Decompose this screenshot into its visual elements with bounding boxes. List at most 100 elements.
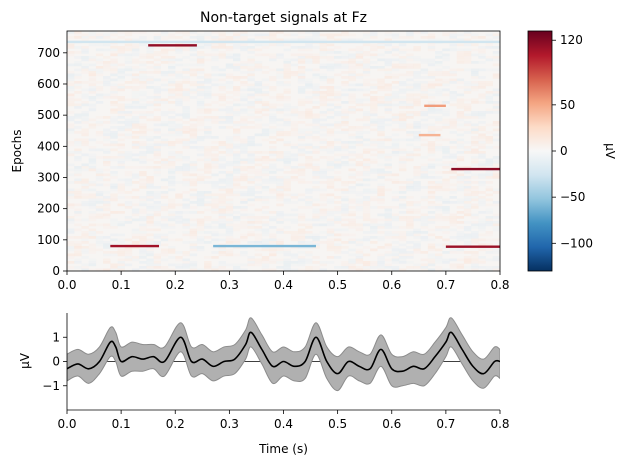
heatmap-cell bbox=[341, 118, 349, 122]
heatmap-cell bbox=[146, 101, 154, 104]
heatmap-cell bbox=[225, 173, 234, 177]
heatmap-cell bbox=[355, 256, 364, 259]
heatmap-cell bbox=[117, 128, 125, 132]
heatmap-cell bbox=[348, 146, 356, 149]
heatmap-cell bbox=[341, 146, 349, 149]
heatmap-cell bbox=[362, 168, 371, 172]
heatmap-cell bbox=[485, 193, 493, 197]
heatmap-cell bbox=[254, 83, 263, 87]
heatmap-cell bbox=[326, 48, 335, 52]
heatmap-cell bbox=[182, 143, 190, 147]
heatmap-cell bbox=[182, 138, 190, 142]
heatmap-cell bbox=[297, 216, 306, 219]
heatmap-cell bbox=[196, 198, 205, 202]
heatmap-cell bbox=[319, 33, 327, 37]
heatmap-cell bbox=[384, 58, 392, 62]
heatmap-cell bbox=[225, 148, 234, 152]
heatmap-cell bbox=[391, 91, 400, 94]
heatmap-cell bbox=[168, 166, 176, 169]
heatmap-cell bbox=[211, 156, 219, 159]
heatmap-cell bbox=[153, 66, 162, 69]
heatmap-cell bbox=[269, 216, 277, 219]
heatmap-cell bbox=[276, 71, 284, 74]
heatmap-cell bbox=[81, 38, 89, 42]
heatmap-cell bbox=[168, 176, 176, 179]
heatmap-cell bbox=[471, 206, 479, 209]
heatmap-cell bbox=[485, 251, 493, 254]
heatmap-cell bbox=[362, 206, 371, 209]
heatmap-cell bbox=[420, 216, 429, 219]
heatmap-cell bbox=[189, 83, 198, 87]
y-tick-label: 300 bbox=[37, 170, 60, 184]
heatmap-cell bbox=[413, 71, 421, 74]
heatmap-cell bbox=[312, 268, 320, 272]
heatmap-cell bbox=[413, 228, 421, 232]
heatmap-cell bbox=[456, 58, 465, 62]
heatmap-cell bbox=[153, 186, 162, 189]
heatmap-cell bbox=[269, 258, 277, 262]
heatmap-cell bbox=[398, 81, 407, 84]
heatmap-cell bbox=[146, 246, 154, 249]
heatmap-cell bbox=[67, 116, 75, 119]
heatmap-cell bbox=[153, 103, 162, 107]
heatmap-cell bbox=[74, 126, 82, 129]
heatmap-cell bbox=[269, 118, 277, 122]
heatmap-cell bbox=[348, 176, 356, 179]
heatmap-cell bbox=[74, 168, 82, 172]
heatmap-cell bbox=[124, 33, 133, 37]
heatmap-cell bbox=[427, 153, 436, 157]
heatmap-cell bbox=[95, 196, 104, 199]
heatmap-cell bbox=[218, 266, 226, 269]
heatmap-cell bbox=[117, 146, 125, 149]
heatmap-cell bbox=[196, 111, 205, 114]
heatmap-cell bbox=[225, 206, 234, 209]
heatmap-cell bbox=[334, 163, 342, 167]
heatmap-cell bbox=[131, 101, 140, 104]
heatmap-cell bbox=[117, 108, 125, 112]
heatmap-cell bbox=[232, 253, 241, 257]
heatmap-cell bbox=[341, 93, 349, 97]
heatmap-cell bbox=[182, 48, 190, 52]
heatmap-cell bbox=[196, 103, 205, 107]
heatmap-cell bbox=[103, 163, 111, 167]
heatmap-cell bbox=[319, 263, 327, 267]
heatmap-cell bbox=[67, 163, 75, 167]
heatmap-cell bbox=[456, 266, 465, 269]
heatmap-cell bbox=[398, 111, 407, 114]
heatmap-cell bbox=[384, 266, 392, 269]
heatmap-cell bbox=[427, 211, 436, 214]
heatmap-cell bbox=[196, 241, 205, 244]
heatmap-cell bbox=[139, 31, 147, 34]
heatmap-cell bbox=[95, 248, 104, 252]
heatmap-cell bbox=[442, 163, 450, 167]
heatmap-cell bbox=[355, 61, 364, 64]
heatmap-cell bbox=[131, 218, 140, 222]
heatmap-cell bbox=[81, 48, 89, 52]
heatmap-cell bbox=[175, 151, 183, 154]
heatmap-cell bbox=[240, 98, 248, 102]
heatmap-highlight bbox=[148, 44, 197, 47]
heatmap-cell bbox=[81, 178, 89, 182]
heatmap-cell bbox=[319, 231, 327, 234]
heatmap-cell bbox=[384, 31, 392, 34]
heatmap-cell bbox=[478, 138, 486, 142]
heatmap-cell bbox=[168, 151, 176, 154]
heatmap-cell bbox=[305, 241, 313, 244]
heatmap-cell bbox=[435, 188, 443, 192]
heatmap-cell bbox=[124, 203, 133, 207]
heatmap-cell bbox=[276, 168, 284, 172]
heatmap-cell bbox=[312, 168, 320, 172]
heatmap-cell bbox=[398, 56, 407, 59]
heatmap-cell bbox=[225, 48, 234, 52]
heatmap-cell bbox=[485, 91, 493, 94]
heatmap-cell bbox=[478, 183, 486, 187]
heatmap-cell bbox=[139, 248, 147, 252]
heatmap-cell bbox=[391, 96, 400, 99]
heatmap-cell bbox=[391, 258, 400, 262]
heatmap-cell bbox=[261, 138, 270, 142]
heatmap-cell bbox=[240, 236, 248, 239]
heatmap-cell bbox=[95, 121, 104, 124]
heatmap-cell bbox=[225, 118, 234, 122]
heatmap-cell bbox=[95, 238, 104, 242]
heatmap-cell bbox=[88, 33, 97, 37]
